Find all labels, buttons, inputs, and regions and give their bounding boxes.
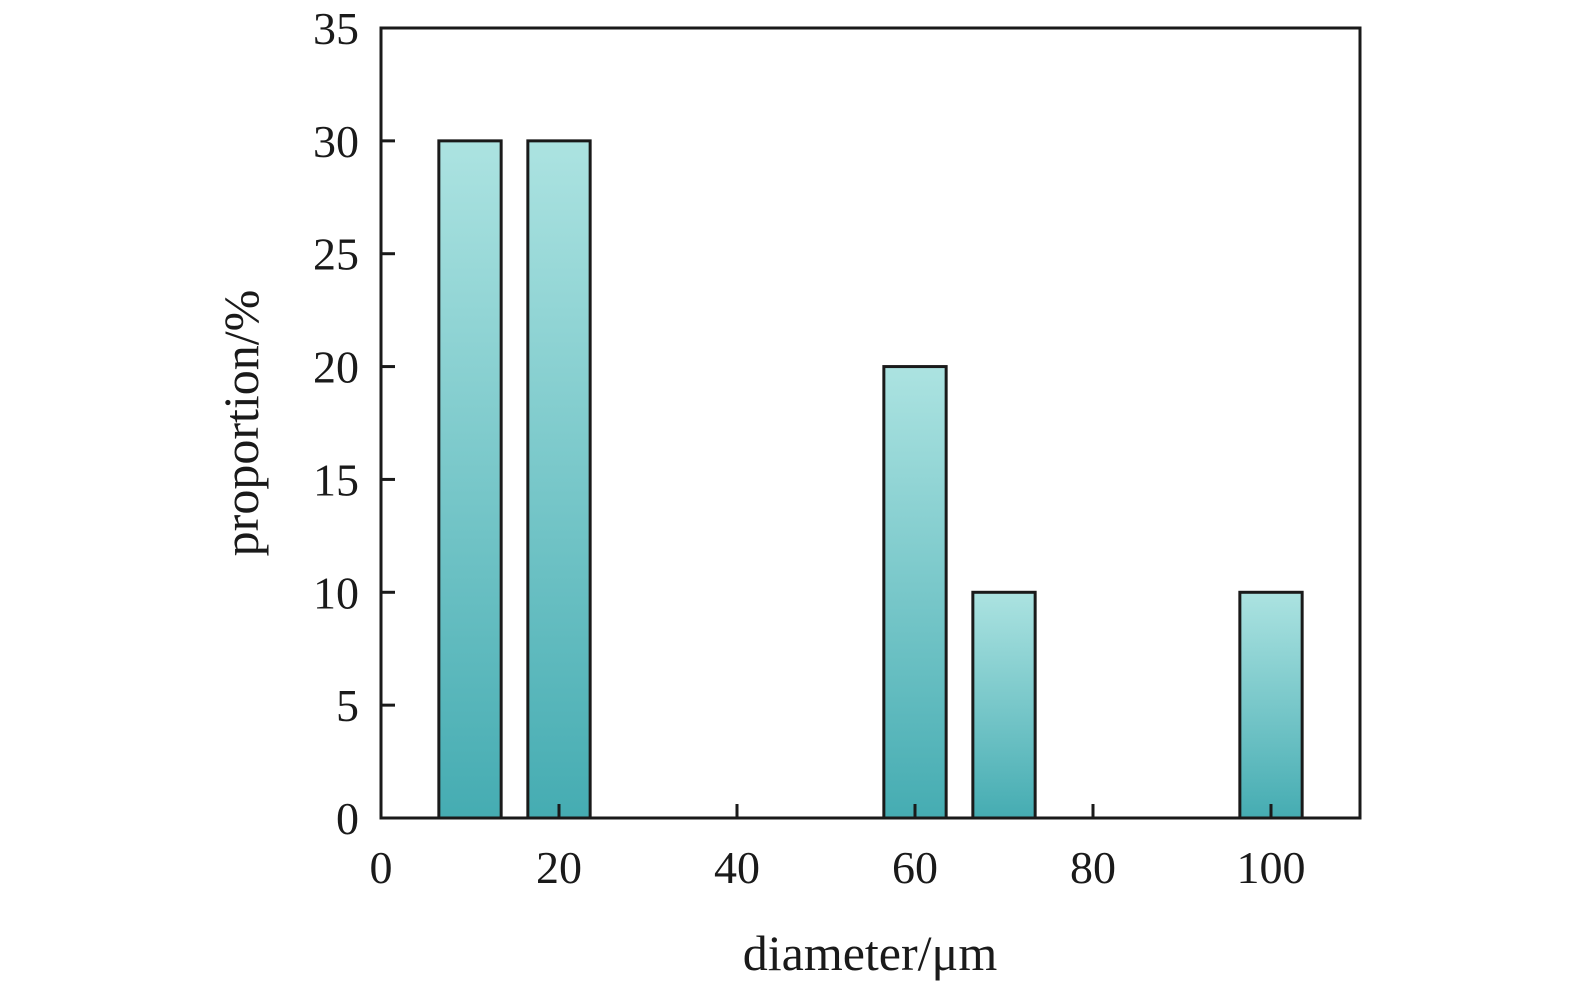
x-axis-title: diameter/μm <box>743 925 998 981</box>
y-tick-label: 35 <box>313 3 359 54</box>
x-tick-label: 0 <box>370 842 393 893</box>
x-axis-ticks: 0 20 40 60 80 100 <box>370 804 1306 893</box>
bar <box>971 590 1037 820</box>
y-tick-label: 20 <box>313 342 359 393</box>
y-axis-ticks: 0 5 10 15 20 25 30 35 <box>313 3 395 844</box>
y-tick-label: 10 <box>313 567 359 618</box>
x-tick-label: 80 <box>1070 842 1116 893</box>
bar <box>882 365 948 820</box>
x-tick-label: 40 <box>714 842 760 893</box>
bar <box>526 139 592 820</box>
y-tick-label: 25 <box>313 229 359 280</box>
plot-frame <box>379 26 1362 820</box>
y-tick-label: 0 <box>336 793 359 844</box>
y-axis-title: proportion/% <box>213 290 269 557</box>
x-tick-label: 60 <box>892 842 938 893</box>
bar <box>437 139 503 820</box>
bar <box>1238 590 1304 820</box>
y-tick-label: 5 <box>336 680 359 731</box>
y-tick-label: 15 <box>313 454 359 505</box>
x-tick-label: 100 <box>1237 842 1306 893</box>
y-tick-label: 30 <box>313 116 359 167</box>
bars-group <box>437 139 1304 820</box>
x-tick-label: 20 <box>536 842 582 893</box>
